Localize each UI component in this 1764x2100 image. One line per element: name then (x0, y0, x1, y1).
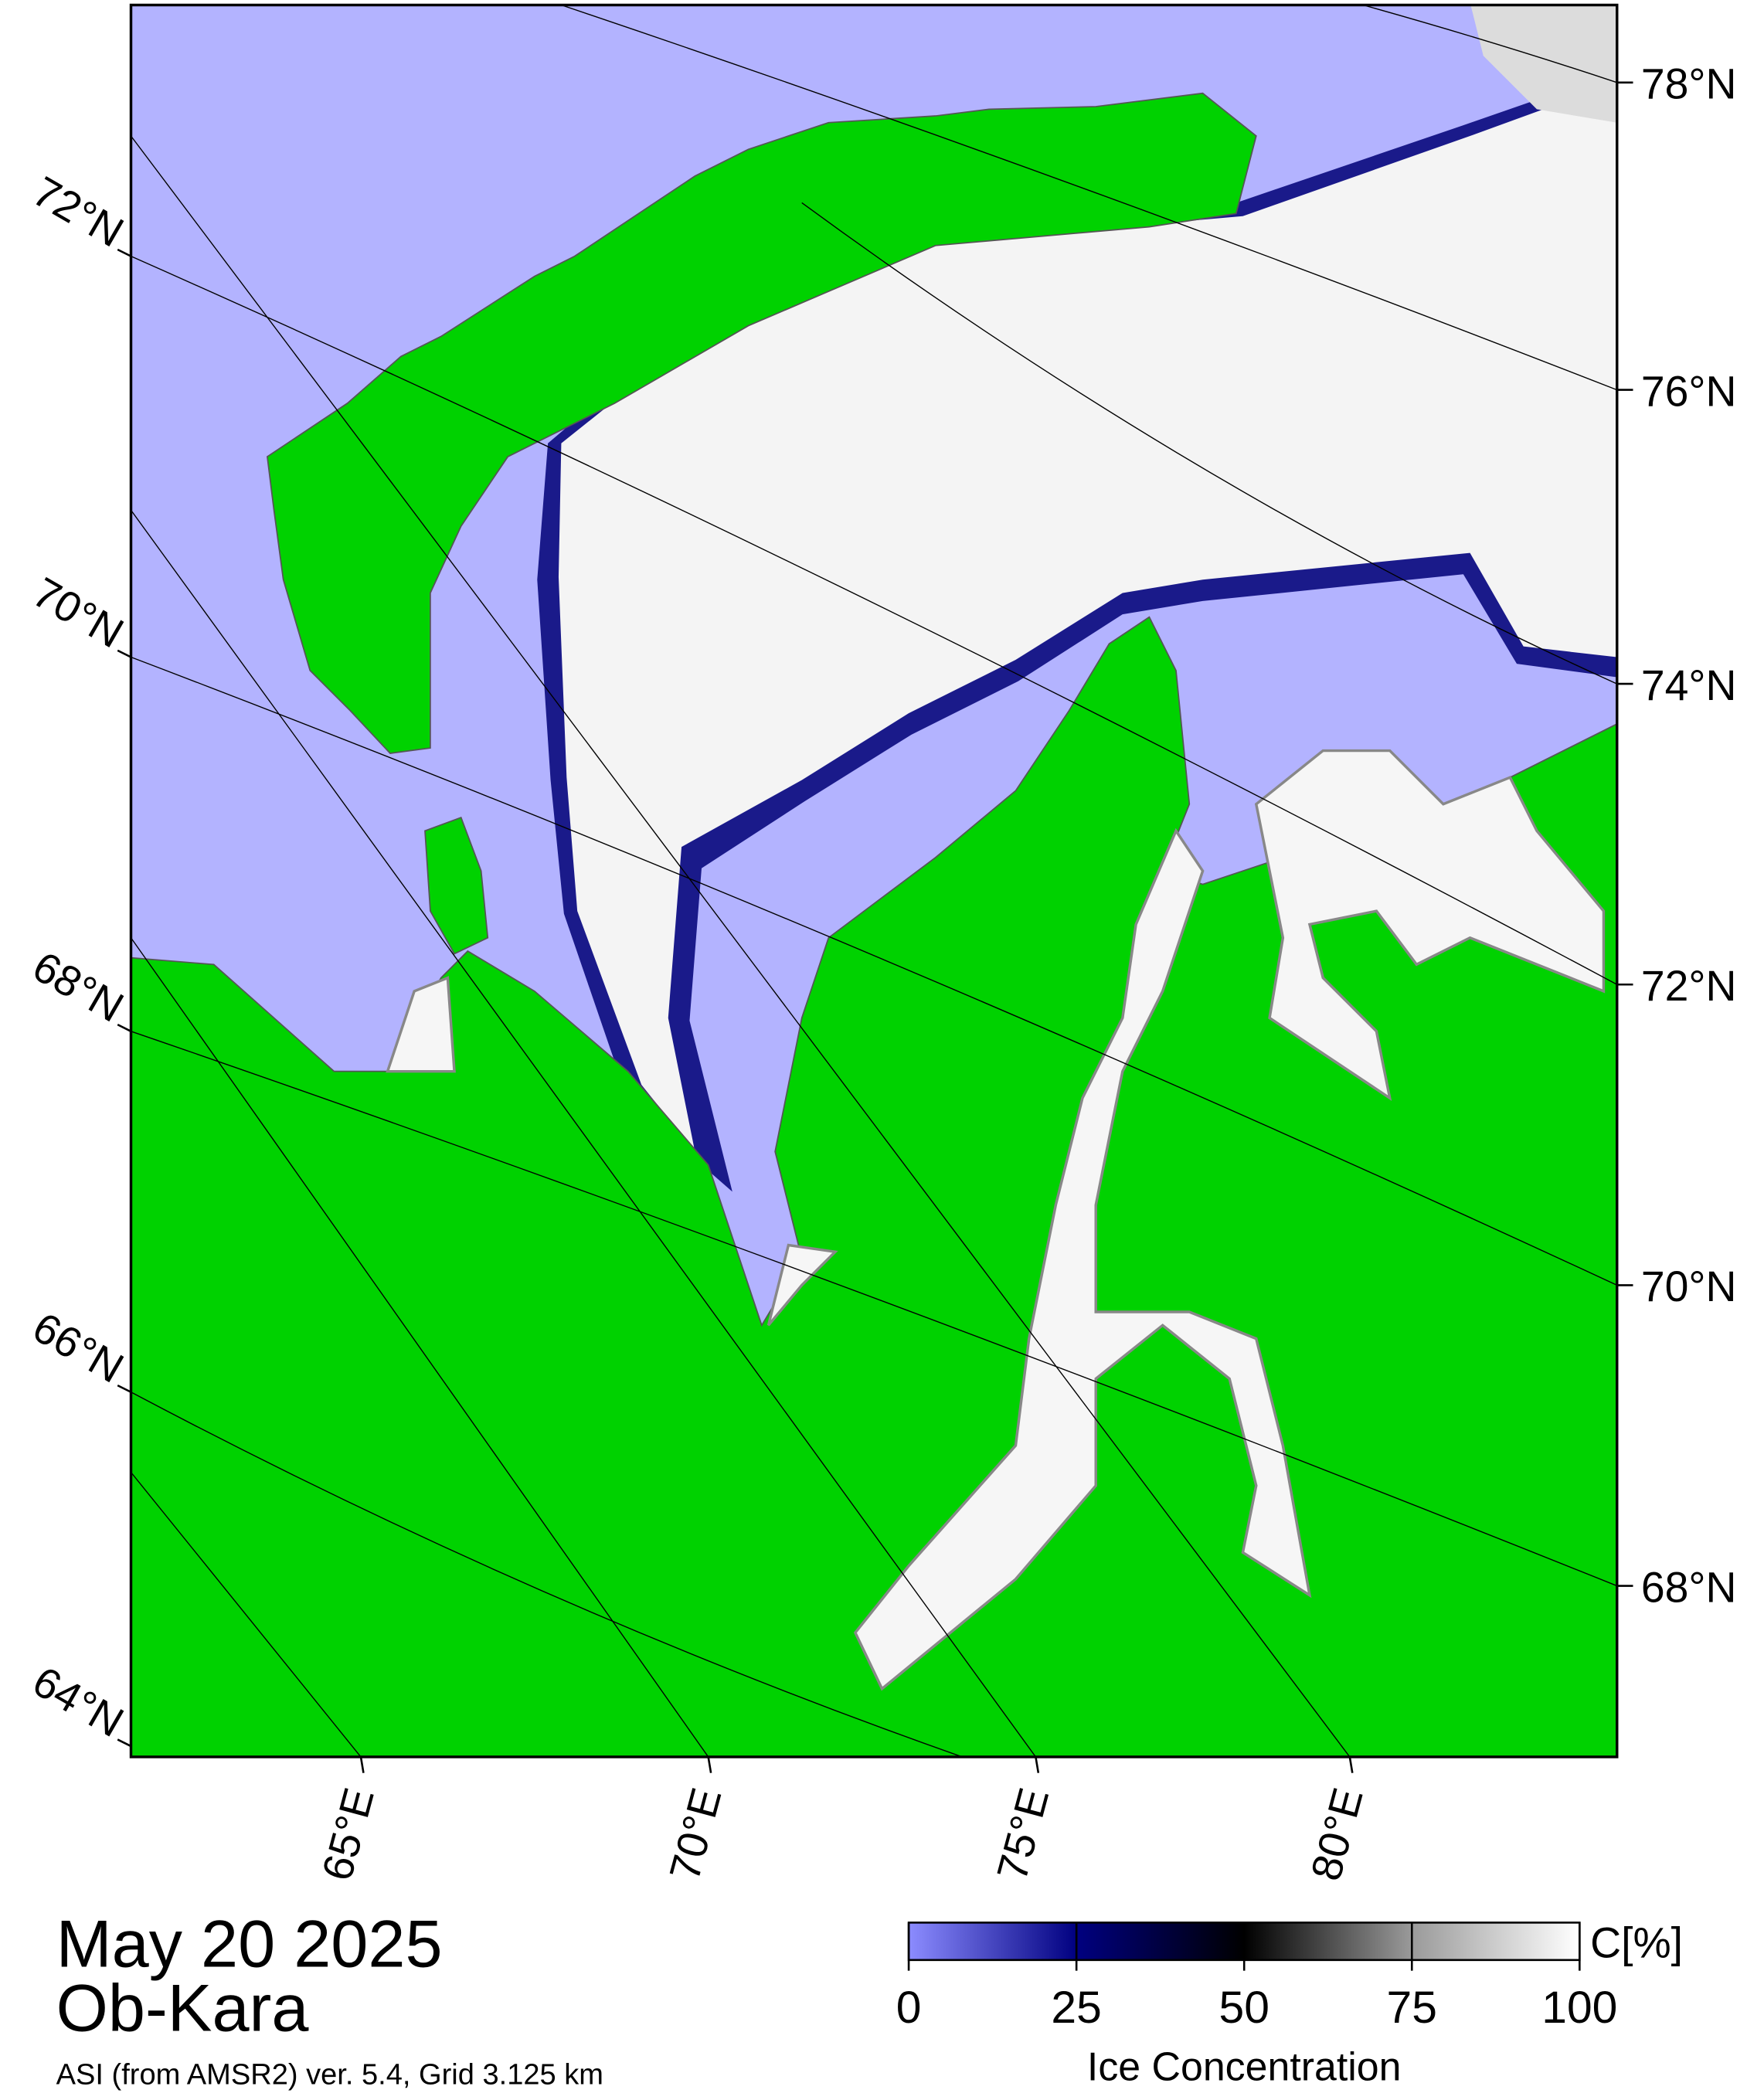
tick (117, 1384, 132, 1393)
lat-label: 74°N (1641, 661, 1737, 709)
graticule (131, 135, 1351, 1757)
graticule (131, 656, 1617, 1286)
land-novaya-zemlya (266, 92, 1257, 754)
sea-ice-pack (1470, 5, 1617, 123)
graticule (131, 937, 709, 1757)
lat-label: 70°N (25, 568, 131, 658)
graticule (1362, 5, 1617, 83)
colorbar-tick-label: 25 (1051, 1983, 1101, 2033)
tick (359, 1756, 365, 1773)
graticule (131, 509, 1036, 1757)
tick (1035, 1756, 1040, 1773)
map-frame (129, 3, 1619, 1758)
colorbar-tick-label: 0 (896, 1983, 922, 2033)
graticule (131, 1392, 963, 1757)
tick (117, 248, 132, 257)
lon-label: 70°E (660, 1783, 730, 1886)
tick (117, 1738, 132, 1748)
map-area (131, 5, 1617, 1757)
lat-label: 68°N (25, 942, 131, 1031)
graticule (561, 5, 1617, 391)
lat-label: 78°N (1641, 60, 1737, 108)
graticule (131, 256, 1617, 985)
land-vaygach (424, 816, 489, 955)
tick (117, 1023, 132, 1032)
graticule (131, 1031, 1617, 1587)
tick (1348, 1756, 1354, 1773)
region: Ob-Kara (56, 1971, 310, 2045)
graticule (801, 202, 1617, 685)
ice-ob-gulf (853, 827, 1312, 1691)
colorbar-tick-label: 100 (1541, 1983, 1617, 2033)
lat-label: 72°N (1641, 962, 1737, 1010)
lat-label: 66°N (25, 1303, 131, 1392)
sea-ice (558, 82, 1617, 1152)
colorbar-tick-label: 75 (1387, 1983, 1437, 2033)
tick (707, 1756, 712, 1773)
source: ASI (from AMSR2) ver. 5.4, Grid 3.125 km (56, 2059, 603, 2092)
lat-label: 64°N (25, 1657, 131, 1747)
date: May 20 2025 (56, 1907, 443, 1981)
lon-label: 75°E (987, 1783, 1058, 1886)
ice-baydaratskaya (386, 976, 456, 1073)
colorbar-label: Ice Concentration (1087, 2044, 1402, 2088)
lat-label: 72°N (25, 167, 131, 257)
lat-label: 70°N (1641, 1262, 1737, 1310)
colorbar-unit: C[%] (1590, 1918, 1683, 1966)
colorbar-tick-label: 50 (1219, 1983, 1269, 2033)
lon-label: 65°E (313, 1783, 383, 1886)
ice-gydan-bays (1254, 749, 1606, 1102)
colorbar: 0 25 50 75 100 C[%] Ice Concentration (896, 1918, 1683, 2088)
graticule (131, 1472, 362, 1757)
lat-label: 68°N (1641, 1563, 1737, 1611)
tick (117, 649, 132, 658)
lon-label: 80°E (1302, 1783, 1372, 1886)
lat-label: 76°N (1641, 367, 1737, 415)
